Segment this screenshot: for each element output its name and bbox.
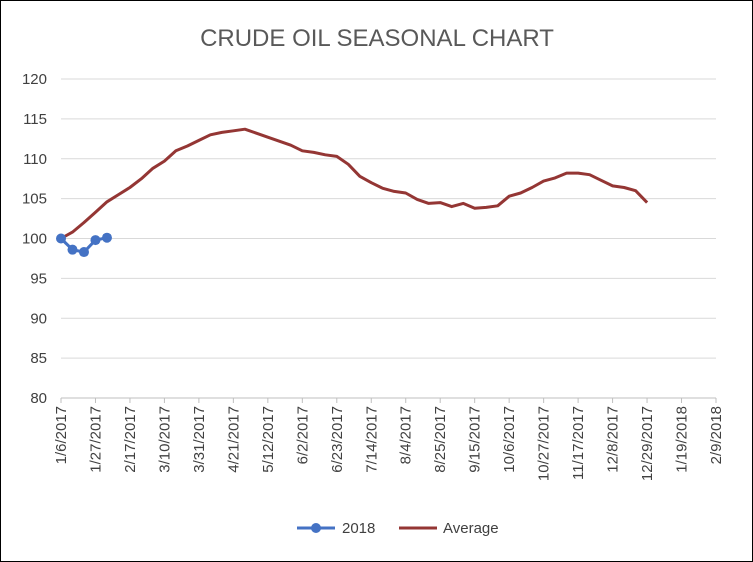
x-tick-label: 11/17/2017: [570, 406, 587, 480]
x-tick-label: 6/23/2017: [329, 406, 346, 473]
legend-average-label: Average: [443, 520, 499, 537]
legend: 2018 Average: [297, 520, 499, 537]
series-point-2018: [67, 244, 78, 255]
y-tick-label: 115: [23, 111, 47, 128]
series-point-2018: [90, 235, 101, 246]
x-tick-label: 2/9/2018: [708, 406, 725, 464]
x-tick-label: 1/19/2018: [674, 406, 691, 473]
x-tick-label: 7/14/2017: [363, 406, 380, 473]
y-tick-label: 100: [22, 231, 47, 248]
x-tick-label: 6/2/2017: [294, 406, 311, 464]
x-tick-label: 2/17/2017: [122, 406, 139, 473]
series-layer: [56, 127, 649, 258]
chart-title: CRUDE OIL SEASONAL CHART: [200, 25, 554, 52]
x-tick-label: 3/10/2017: [156, 406, 173, 473]
x-tick-label: 12/8/2017: [605, 406, 622, 473]
y-axis-ticks: 80 85 90 95 100 105 110 115 120: [22, 71, 47, 407]
y-tick-label: 120: [22, 71, 47, 88]
y-tick-label: 90: [30, 310, 47, 327]
legend-2018-marker: [311, 523, 321, 533]
x-tick-label: 8/4/2017: [398, 406, 415, 464]
series-point-2018: [78, 247, 89, 258]
y-tick-label: 110: [23, 151, 47, 168]
x-tick-label: 4/21/2017: [225, 406, 242, 473]
x-tick-label: 1/6/2017: [53, 406, 70, 464]
x-axis-ticks: 1/6/2017 1/27/2017 2/17/2017 3/10/2017 3/31/…: [53, 397, 725, 481]
series-point-2018: [101, 232, 112, 243]
x-tick-label: 5/12/2017: [260, 406, 277, 473]
x-tick-label: 10/27/2017: [536, 406, 553, 481]
x-tick-label: 1/27/2017: [87, 406, 104, 473]
x-tick-label: 9/15/2017: [467, 406, 484, 473]
series-line-average: [60, 127, 649, 240]
y-tick-label: 95: [30, 270, 47, 287]
y-tick-label: 105: [22, 191, 47, 208]
x-tick-label: 12/29/2017: [639, 406, 656, 481]
y-tick-label: 80: [30, 390, 47, 407]
legend-2018-label: 2018: [342, 520, 375, 537]
series-point-2018: [56, 233, 66, 244]
x-tick-label: 3/31/2017: [191, 406, 208, 473]
y-tick-label: 85: [30, 350, 47, 367]
gridlines: [61, 78, 716, 399]
x-tick-label: 10/6/2017: [501, 406, 518, 473]
x-tick-label: 8/25/2017: [432, 406, 449, 473]
